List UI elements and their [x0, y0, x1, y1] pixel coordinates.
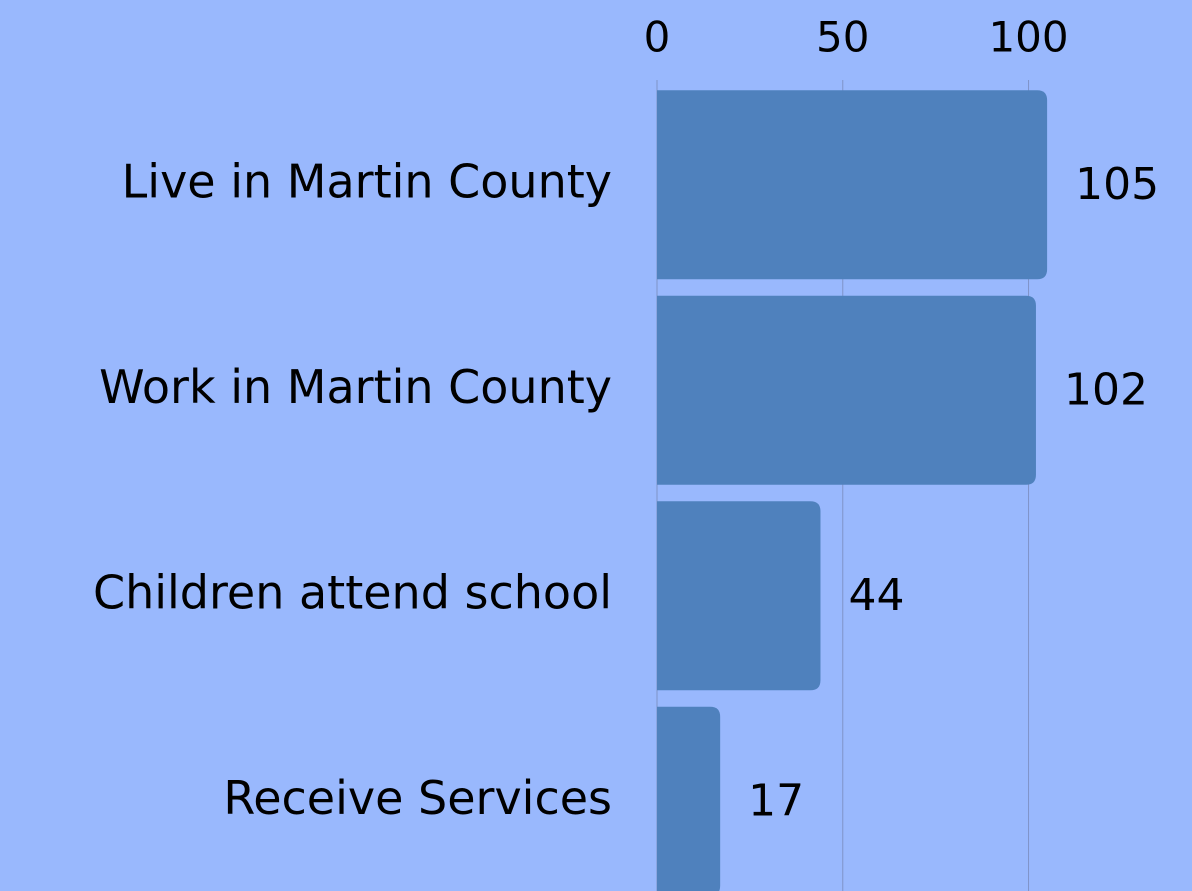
bar [657, 706, 721, 891]
y-tick-label: Receive Services [223, 771, 612, 825]
bar [657, 295, 1036, 485]
value-label: 44 [848, 570, 904, 621]
bar [657, 501, 821, 691]
x-tick-label: 100 [988, 13, 1068, 62]
value-label: 105 [1075, 159, 1159, 210]
value-label: 102 [1064, 364, 1148, 415]
value-label: 17 [748, 775, 804, 826]
y-tick-label: Live in Martin County [122, 154, 612, 208]
y-tick-label: Children attend school [93, 565, 612, 619]
x-tick-label: 0 [644, 13, 671, 62]
bar [657, 90, 1048, 280]
y-tick-label: Work in Martin County [99, 360, 612, 414]
x-tick-label: 50 [816, 13, 869, 62]
